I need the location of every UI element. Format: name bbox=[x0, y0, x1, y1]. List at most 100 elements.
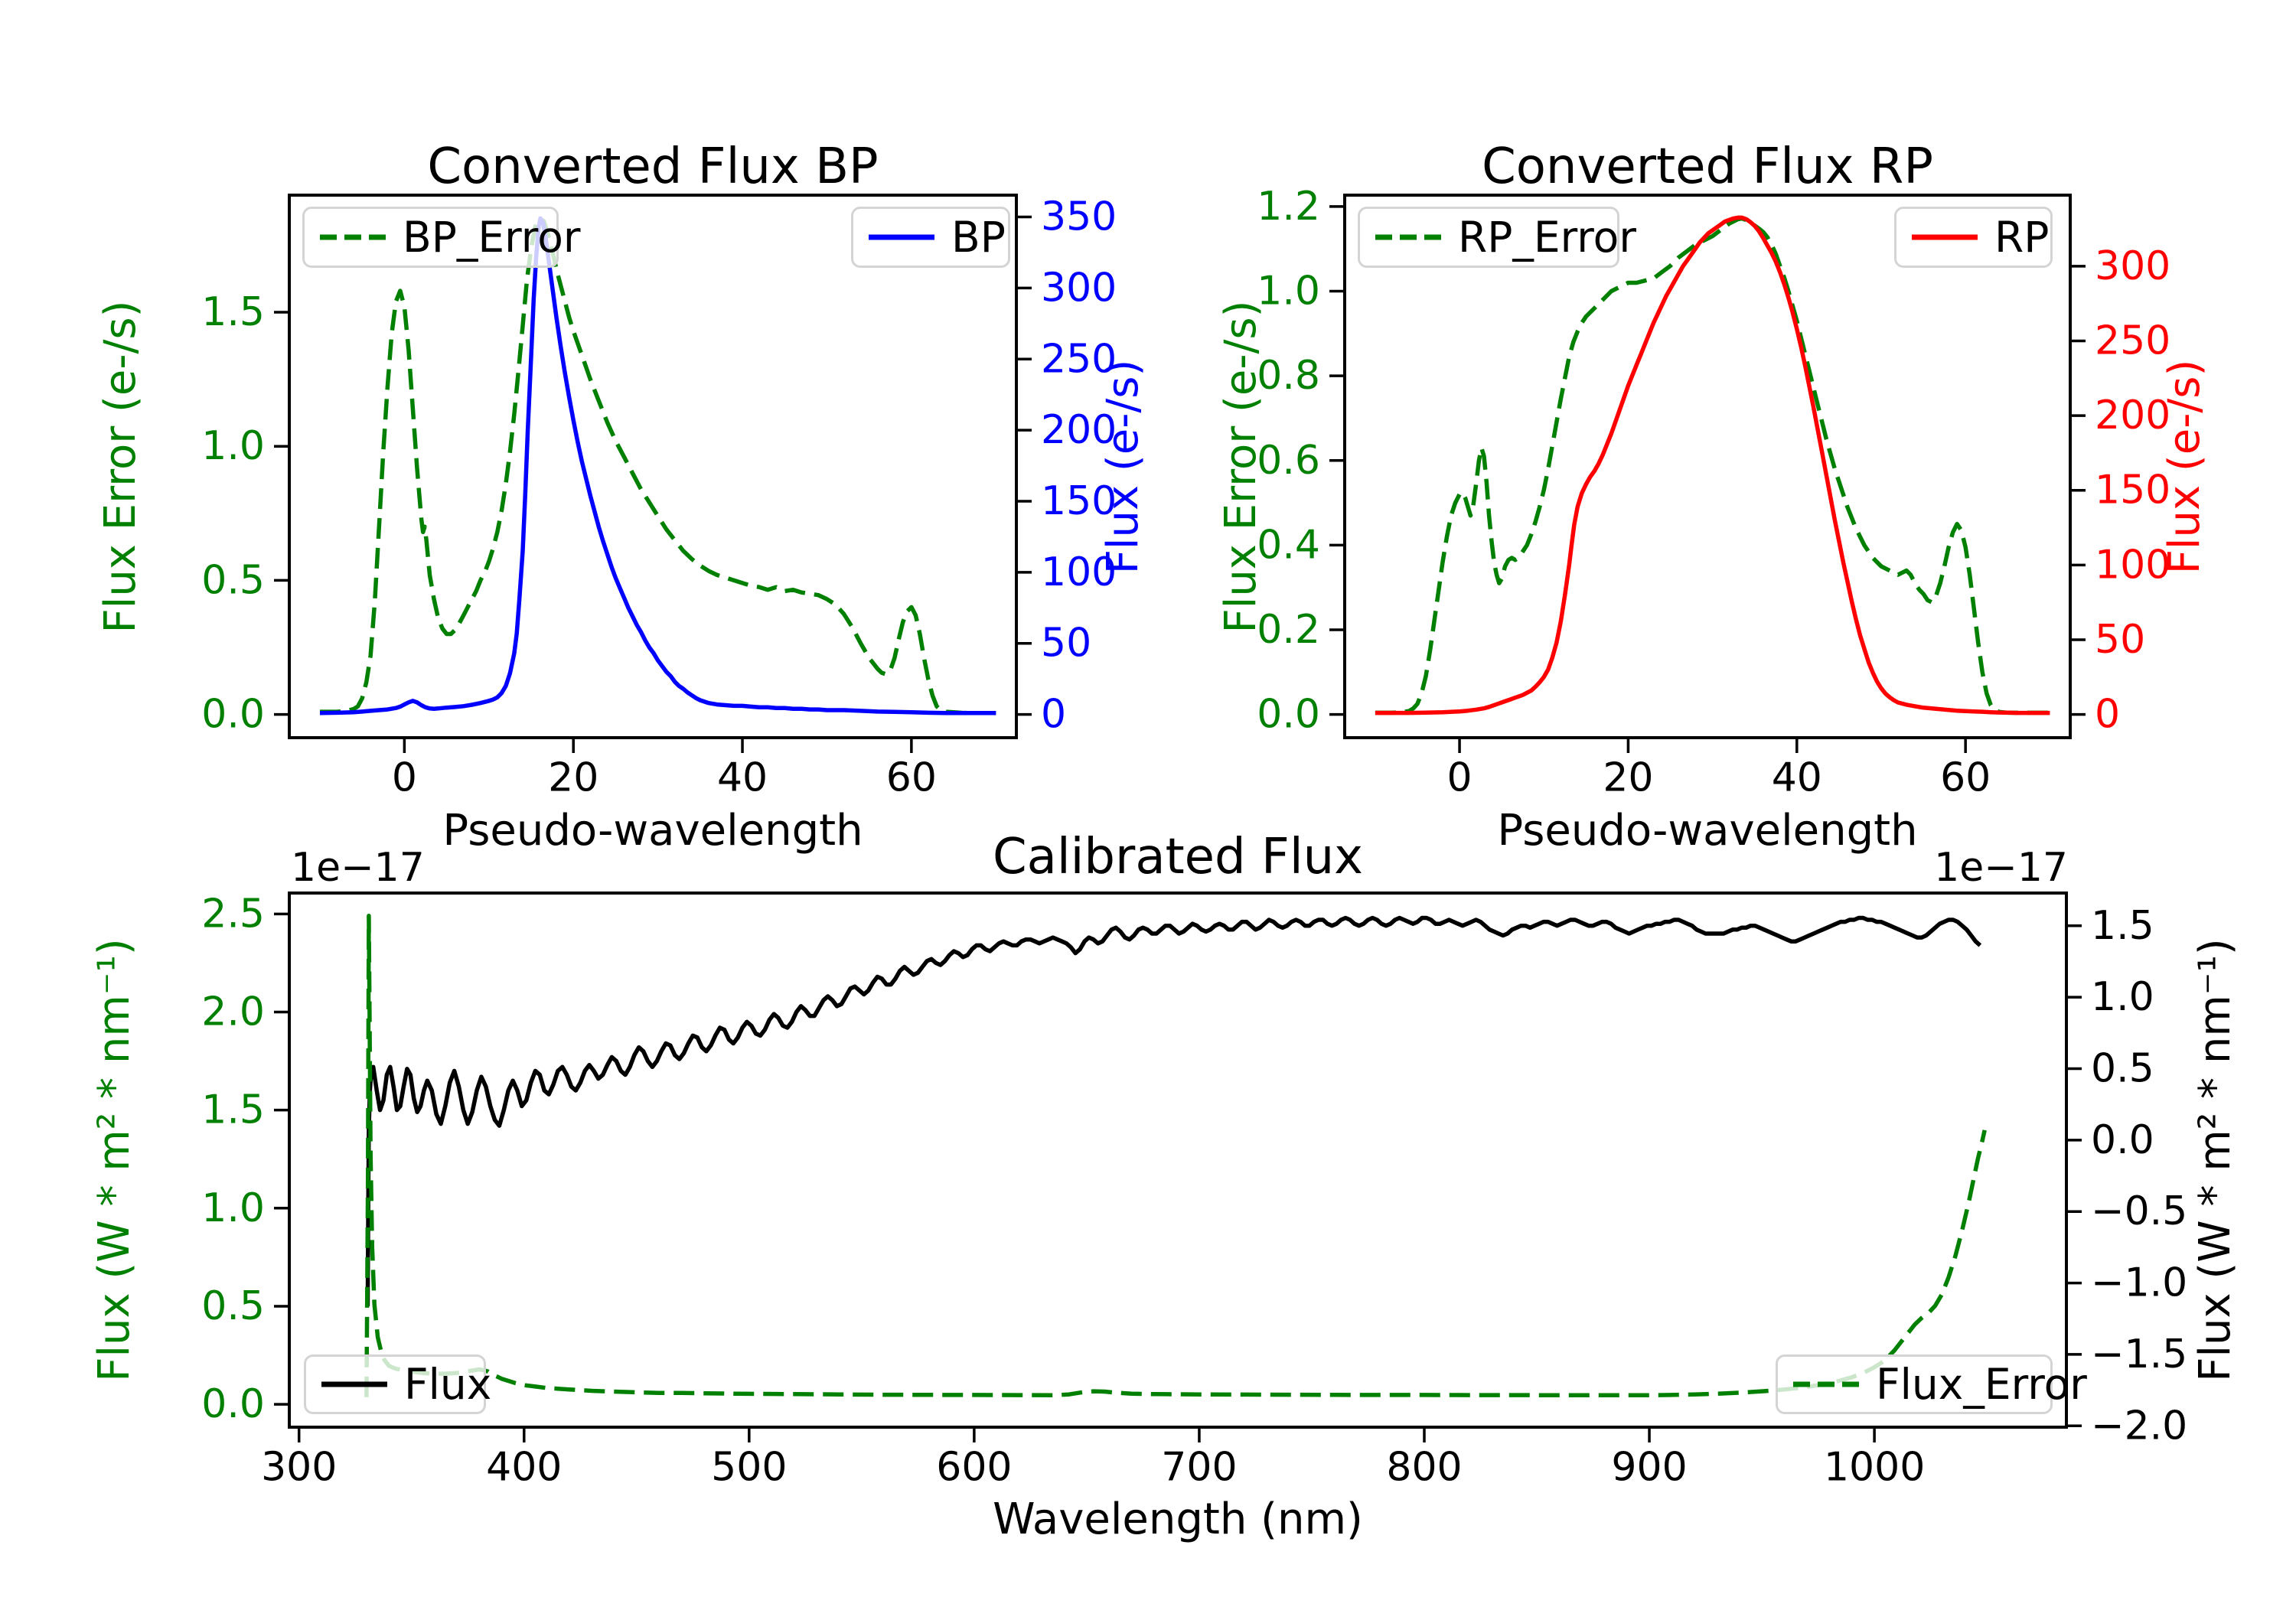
x-tick-label: 700 bbox=[1161, 1445, 1237, 1491]
rp-plot-canvas: 0 20 40 60 0.0 0.2 0.4 0.6 0.8 1.0 1.2 0 50 100 150 200… bbox=[1257, 184, 2170, 801]
y-right-tick-label: 300 bbox=[1041, 265, 1117, 311]
y-right-tick-label: 350 bbox=[1041, 194, 1117, 240]
x-tick-label: 600 bbox=[936, 1445, 1012, 1491]
y-left-tick-label: 2.5 bbox=[201, 891, 265, 937]
legend-flux-error: Flux_Error bbox=[1776, 1354, 2087, 1414]
y-left-tick-label: 1.5 bbox=[201, 289, 265, 335]
x-tick-label: 300 bbox=[261, 1445, 337, 1491]
axes-spines bbox=[288, 892, 2068, 1429]
y-left-tick-label: 0.6 bbox=[1257, 438, 1320, 484]
y-right-tick-label: −2.0 bbox=[2091, 1403, 2187, 1449]
x-tick-label: 400 bbox=[486, 1445, 562, 1491]
y-left-tick-label: 1.5 bbox=[201, 1087, 265, 1133]
legend-rp-label: RP bbox=[1994, 212, 2050, 262]
calibrated-yaxis-right-label: Flux (W * m² * nm⁻¹) bbox=[2190, 938, 2240, 1382]
y-right-tick-label: 50 bbox=[1041, 621, 1091, 667]
rp-yaxis-left-label: Flux Error (e-/s) bbox=[1216, 300, 1266, 634]
y-right-tick-label: 100 bbox=[1041, 549, 1117, 595]
series-Flux bbox=[365, 915, 1982, 1306]
rp-xaxis-label: Pseudo-wavelength bbox=[1497, 806, 1918, 856]
y-left-tick-label: 0.0 bbox=[1257, 692, 1320, 738]
rp-line-sample bbox=[1912, 234, 1978, 240]
legend-rp-error-label: RP_Error bbox=[1458, 212, 1636, 262]
y-right-tick-label: 1.0 bbox=[2091, 974, 2154, 1020]
y-right-tick-label: 250 bbox=[2095, 318, 2170, 364]
axes-spines bbox=[288, 194, 1018, 739]
x-tick-label: 500 bbox=[711, 1445, 787, 1491]
y-right-tick-label: 1.5 bbox=[2091, 903, 2154, 949]
y-right-tick-label: 150 bbox=[2095, 468, 2170, 513]
legend-bp: BP bbox=[851, 207, 1010, 268]
x-tick-label: 900 bbox=[1611, 1445, 1687, 1491]
legend-bp-label: BP bbox=[951, 212, 1006, 262]
series-RP_Error bbox=[1375, 216, 2050, 715]
bp-xaxis-label: Pseudo-wavelength bbox=[442, 806, 863, 856]
bp-plot-canvas: 0 20 40 60 0.0 0.5 1.0 1.5 0 50 100 150 200 250 300 350 bbox=[201, 194, 1117, 801]
y-right-tick-label: 300 bbox=[2095, 243, 2170, 289]
rp-error-line-sample bbox=[1375, 234, 1441, 240]
x-tick-label: 0 bbox=[1447, 755, 1473, 801]
x-tick-label: 20 bbox=[548, 755, 598, 801]
x-tick-label: 20 bbox=[1603, 755, 1653, 801]
y-left-tick-label: 0.0 bbox=[201, 1381, 265, 1427]
x-tick-label: 1000 bbox=[1824, 1445, 1925, 1491]
y-left-tick-label: 0.8 bbox=[1257, 353, 1320, 399]
calibrated-plot-canvas: 300 400 500 600 700 800 900 1000 0.0 0.5 1.0 1.5 2.0… bbox=[201, 891, 2187, 1490]
calibrated-xaxis-label: Wavelength (nm) bbox=[993, 1495, 1363, 1544]
x-tick-label: 60 bbox=[886, 755, 937, 801]
y-left-tick-label: 0.0 bbox=[201, 692, 265, 738]
y-right-tick-label: −1.5 bbox=[2091, 1332, 2187, 1377]
bp-yaxis-left-label: Flux Error (e-/s) bbox=[96, 300, 145, 634]
y-right-tick-label: −0.5 bbox=[2091, 1188, 2187, 1234]
y-right-tick-label: 250 bbox=[1041, 336, 1117, 382]
legend-rp-error: RP_Error bbox=[1358, 207, 1636, 268]
flux-error-line-sample bbox=[1793, 1381, 1859, 1387]
series-BP_Error bbox=[320, 216, 996, 715]
axes-spines bbox=[1343, 194, 2072, 739]
series-BP bbox=[319, 216, 996, 715]
y-right-tick-label: 0.0 bbox=[2091, 1117, 2154, 1163]
legend-flux-error-label: Flux_Error bbox=[1876, 1359, 2087, 1409]
bp-error-line-sample bbox=[320, 234, 386, 240]
calibrated-plot-title: Calibrated Flux bbox=[992, 829, 1364, 885]
y-right-tick-label: −1.0 bbox=[2091, 1260, 2187, 1306]
y-left-tick-label: 1.0 bbox=[1257, 269, 1320, 315]
y-right-tick-label: 150 bbox=[1041, 478, 1117, 524]
bp-yaxis-right-label: Flux (e-/s) bbox=[1098, 359, 1148, 575]
y-left-tick-label: 1.0 bbox=[201, 1185, 265, 1231]
left-axis-offset-text: 1e−17 bbox=[291, 845, 425, 891]
y-left-tick-label: 0.4 bbox=[1257, 522, 1320, 568]
bp-line-sample bbox=[869, 234, 934, 240]
rp-yaxis-right-label: Flux (e-/s) bbox=[2160, 359, 2210, 575]
x-tick-label: 60 bbox=[1940, 755, 1991, 801]
y-left-tick-label: 1.2 bbox=[1257, 184, 1320, 230]
y-right-tick-label: 200 bbox=[2095, 393, 2170, 438]
y-left-tick-label: 1.0 bbox=[201, 423, 265, 469]
calibrated-yaxis-left-label: Flux (W * m² * nm⁻¹) bbox=[90, 938, 139, 1382]
bp-plot-title: Converted Flux BP bbox=[427, 139, 879, 195]
y-right-tick-label: 0 bbox=[2095, 692, 2120, 738]
legend-flux: Flux bbox=[304, 1354, 491, 1414]
y-right-tick-label: 50 bbox=[2095, 617, 2145, 663]
right-axis-offset-text: 1e−17 bbox=[1934, 845, 2068, 891]
series-Flux_Error bbox=[364, 913, 1987, 1398]
y-right-tick-label: 100 bbox=[2095, 542, 2170, 588]
x-tick-label: 40 bbox=[1772, 755, 1822, 801]
y-right-tick-label: 0.5 bbox=[2091, 1046, 2154, 1092]
x-tick-label: 0 bbox=[392, 755, 417, 801]
y-left-tick-label: 2.0 bbox=[201, 989, 265, 1035]
legend-rp: RP bbox=[1894, 207, 2053, 268]
x-tick-label: 800 bbox=[1386, 1445, 1462, 1491]
y-right-tick-label: 0 bbox=[1041, 692, 1066, 738]
legend-bp-error-label: BP_Error bbox=[403, 212, 581, 262]
y-right-tick-label: 200 bbox=[1041, 407, 1117, 453]
y-left-tick-label: 0.5 bbox=[201, 557, 265, 603]
y-left-tick-label: 0.2 bbox=[1257, 607, 1320, 653]
flux-line-sample bbox=[321, 1381, 387, 1387]
y-left-tick-label: 0.5 bbox=[201, 1283, 265, 1329]
legend-flux-label: Flux bbox=[404, 1359, 492, 1409]
x-tick-label: 40 bbox=[717, 755, 768, 801]
series-RP bbox=[1375, 215, 2050, 715]
legend-bp-error: BP_Error bbox=[302, 207, 580, 268]
